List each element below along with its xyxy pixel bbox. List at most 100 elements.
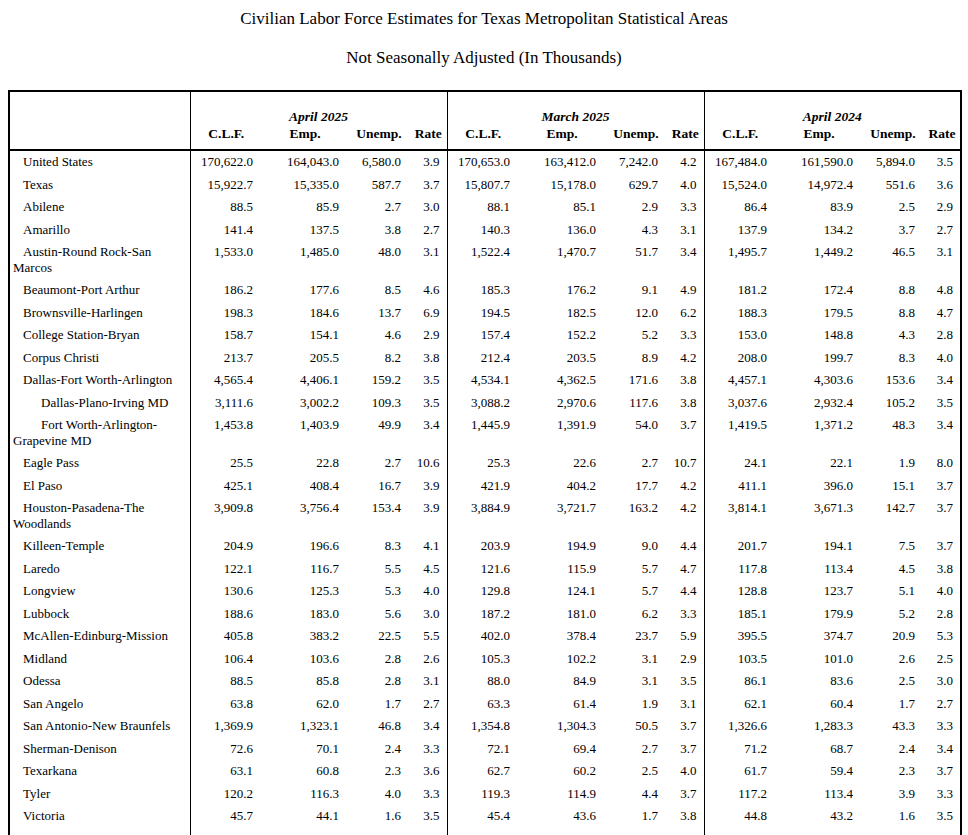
- value-cell: 15,335.0: [262, 173, 348, 196]
- column-header-clf: C.L.F.: [190, 124, 262, 150]
- value-cell: 405.8: [190, 625, 262, 648]
- value-cell: 181.2: [704, 279, 776, 302]
- table-row: Dallas-Plano-Irving MD3,111.63,002.2109.…: [9, 391, 961, 414]
- value-cell: 4.0: [924, 580, 961, 603]
- value-cell: 3.9: [410, 150, 447, 174]
- table-row: Brownsville-Harlingen198.3184.613.76.919…: [9, 301, 961, 324]
- value-cell: 3.5: [924, 391, 961, 414]
- value-cell: 44.1: [262, 805, 348, 828]
- value-cell: 3.8: [667, 391, 704, 414]
- document-titles: Civilian Labor Force Estimates for Texas…: [0, 0, 968, 69]
- value-cell: 404.2: [519, 474, 605, 497]
- value-cell: 2.5: [605, 760, 667, 783]
- value-cell: 2.9: [410, 324, 447, 347]
- value-cell: 116.3: [262, 782, 348, 805]
- value-cell: 8.8: [862, 301, 924, 324]
- value-cell: 71.2: [704, 737, 776, 760]
- value-cell: 2.7: [348, 452, 410, 475]
- value-cell: 109.3: [348, 391, 410, 414]
- value-cell: 3.8: [410, 346, 447, 369]
- column-header-rate: Rate: [667, 124, 704, 150]
- value-cell: 1,419.5: [704, 414, 776, 452]
- value-cell: 3.7: [667, 715, 704, 738]
- area-name: Amarillo: [9, 218, 190, 241]
- value-cell: 2.7: [924, 218, 961, 241]
- area-name: Houston-Pasadena-The Woodlands: [9, 497, 190, 535]
- value-cell: 88.1: [447, 196, 519, 219]
- value-cell: 141.4: [190, 218, 262, 241]
- value-cell: 3.5: [410, 805, 447, 828]
- area-name: Dallas-Fort Worth-Arlington: [9, 369, 190, 392]
- value-cell: 587.7: [348, 173, 410, 196]
- value-cell: 84.9: [519, 670, 605, 693]
- column-header-clf: C.L.F.: [704, 124, 776, 150]
- value-cell: 88.0: [447, 670, 519, 693]
- value-cell: 43.3: [862, 715, 924, 738]
- value-cell: 2.7: [605, 737, 667, 760]
- value-cell: 105.3: [447, 647, 519, 670]
- value-cell: 2.7: [410, 218, 447, 241]
- value-cell: 2.3: [862, 760, 924, 783]
- value-cell: 9.1: [605, 279, 667, 302]
- value-cell: 61.4: [519, 692, 605, 715]
- value-cell: 16.7: [348, 474, 410, 497]
- value-cell: 186.2: [190, 279, 262, 302]
- value-cell: 4.3: [605, 218, 667, 241]
- value-cell: 120.2: [190, 782, 262, 805]
- value-cell: 63.8: [190, 692, 262, 715]
- group-header-april-2024: April 2024: [704, 91, 961, 125]
- value-cell: 10.7: [667, 452, 704, 475]
- table-row: College Station-Bryan158.7154.14.62.9157…: [9, 324, 961, 347]
- value-cell: 136.0: [519, 218, 605, 241]
- table-row: Odessa88.585.82.83.188.084.93.13.586.183…: [9, 670, 961, 693]
- value-cell: 22.5: [348, 625, 410, 648]
- value-cell: 62.1: [704, 692, 776, 715]
- value-cell: 7,242.0: [605, 150, 667, 174]
- value-cell: 203.9: [447, 535, 519, 558]
- value-cell: 145.5: [704, 827, 776, 835]
- value-cell: 3.8: [667, 369, 704, 392]
- value-cell: 3,088.2: [447, 391, 519, 414]
- value-cell: 6.9: [410, 301, 447, 324]
- value-cell: 22.6: [519, 452, 605, 475]
- value-cell: 137.5: [262, 218, 348, 241]
- area-name: San Angelo: [9, 692, 190, 715]
- value-cell: 62.0: [262, 692, 348, 715]
- value-cell: 50.5: [605, 715, 667, 738]
- area-name: Laredo: [9, 557, 190, 580]
- area-name: Brownsville-Harlingen: [9, 301, 190, 324]
- value-cell: 6,580.0: [348, 150, 410, 174]
- value-cell: 60.4: [776, 692, 862, 715]
- value-cell: 2.7: [924, 692, 961, 715]
- area-name: Beaumont-Port Arthur: [9, 279, 190, 302]
- value-cell: 48.3: [862, 414, 924, 452]
- value-cell: 8.0: [924, 452, 961, 475]
- group-header-april-2025: April 2025: [190, 91, 447, 125]
- value-cell: 6.2: [667, 301, 704, 324]
- value-cell: 4.5: [410, 557, 447, 580]
- value-cell: 3.1: [667, 218, 704, 241]
- table-row: Houston-Pasadena-The Woodlands3,909.83,7…: [9, 497, 961, 535]
- table-row: Austin-Round Rock-San Marcos1,533.01,485…: [9, 241, 961, 279]
- value-cell: 3.2: [924, 827, 961, 835]
- value-cell: 4.4: [667, 580, 704, 603]
- value-cell: 2.8: [924, 602, 961, 625]
- value-cell: 45.7: [190, 805, 262, 828]
- value-cell: 421.9: [447, 474, 519, 497]
- value-cell: 85.9: [262, 196, 348, 219]
- value-cell: 113.4: [776, 782, 862, 805]
- value-cell: 4.0: [667, 173, 704, 196]
- value-cell: 153.0: [704, 324, 776, 347]
- value-cell: 60.8: [262, 760, 348, 783]
- value-cell: 3,721.7: [519, 497, 605, 535]
- area-name: Lubbock: [9, 602, 190, 625]
- value-cell: 1,403.9: [262, 414, 348, 452]
- value-cell: 63.1: [190, 760, 262, 783]
- value-cell: 2.8: [348, 670, 410, 693]
- value-cell: 61.7: [704, 760, 776, 783]
- page-title: Civilian Labor Force Estimates for Texas…: [0, 0, 968, 29]
- value-cell: 188.6: [190, 602, 262, 625]
- value-cell: 3.6: [410, 760, 447, 783]
- value-cell: 3.0: [924, 670, 961, 693]
- value-cell: 72.6: [190, 737, 262, 760]
